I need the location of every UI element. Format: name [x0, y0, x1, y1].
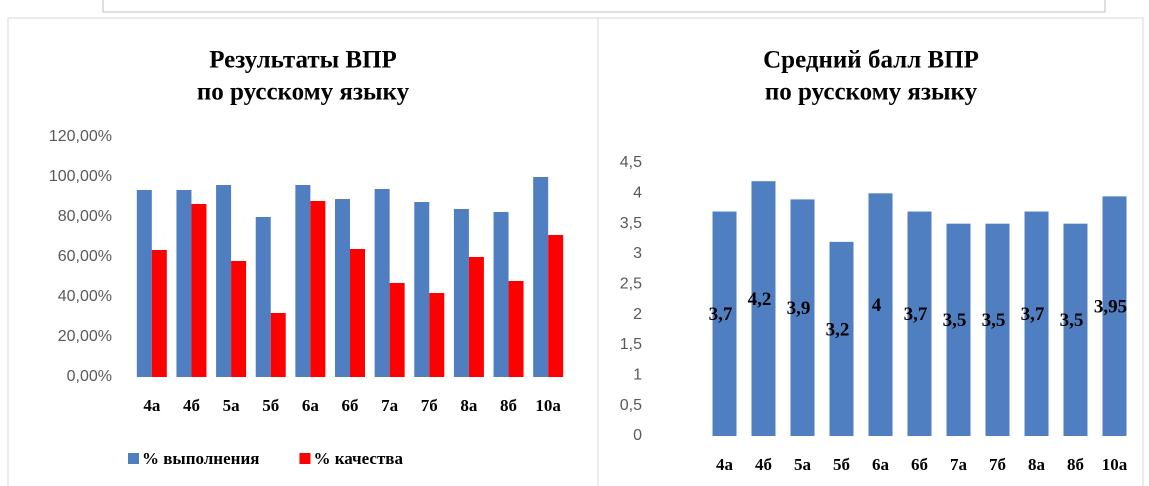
y-tick-label: 20,00% [58, 328, 112, 345]
data-label: 3,7 [1021, 304, 1045, 325]
bar [985, 223, 1010, 436]
bar [216, 185, 232, 377]
x-tick-label: 4а [716, 455, 734, 474]
bar [493, 212, 509, 377]
y-tick-label: 2,5 [620, 276, 642, 293]
x-tick-label: 7а [950, 455, 968, 474]
data-label: 3,95 [1094, 297, 1127, 318]
bar [548, 235, 564, 377]
x-tick-label: 4б [183, 396, 200, 415]
bar [468, 257, 484, 377]
y-tick-label: 3,5 [620, 215, 642, 232]
bar [453, 209, 469, 377]
chart-subtitle: по русскому языку [197, 79, 410, 106]
data-label: 3,5 [1060, 310, 1084, 331]
bar [533, 177, 549, 377]
bar [151, 250, 167, 377]
bar [191, 204, 207, 377]
bar [751, 181, 776, 436]
y-tick-label: 1 [633, 367, 642, 384]
bar [907, 211, 932, 436]
y-tick-label: 3 [633, 245, 642, 262]
y-tick-label: 0 [633, 427, 642, 444]
bar [136, 190, 152, 377]
x-tick-label: 10а [535, 396, 561, 415]
x-tick-label: 5а [223, 396, 241, 415]
y-tick-label: 80,00% [58, 208, 112, 225]
y-tick-label: 1,5 [620, 336, 642, 353]
bar [231, 261, 247, 377]
x-tick-label: 8а [1028, 455, 1046, 474]
bar [829, 241, 854, 436]
x-tick-label: 8а [460, 396, 478, 415]
right-panel [597, 17, 1144, 486]
legend-swatch [128, 453, 139, 464]
x-tick-label: 4а [143, 396, 161, 415]
x-tick-label: 6б [342, 396, 359, 415]
chart-subtitle: по русскому языку [765, 79, 978, 106]
bar [176, 190, 192, 377]
bar [508, 281, 524, 377]
x-tick-label: 6а [872, 455, 890, 474]
x-tick-label: 7б [421, 396, 438, 415]
y-tick-label: 40,00% [58, 288, 112, 305]
data-label: 4 [872, 295, 882, 316]
bar [350, 249, 365, 377]
x-tick-label: 8б [500, 396, 517, 415]
y-tick-label: 4 [633, 185, 642, 202]
x-tick-label: 5а [794, 455, 812, 474]
bar [389, 283, 405, 377]
bar [1063, 223, 1088, 436]
bar [790, 199, 815, 436]
legend-label: % качества [313, 449, 403, 468]
bar [429, 293, 445, 377]
data-label: 3,9 [787, 298, 811, 319]
y-tick-label: 120,00% [49, 128, 112, 145]
data-label: 3,5 [982, 310, 1006, 331]
bar [712, 211, 737, 436]
bar [374, 189, 390, 377]
x-tick-label: 5б [833, 455, 850, 474]
y-tick-label: 0,5 [620, 397, 642, 414]
chart-title: Средний балл ВПР [763, 47, 979, 74]
y-tick-label: 0,00% [67, 368, 112, 385]
x-tick-label: 7б [989, 455, 1006, 474]
x-tick-label: 10а [1102, 455, 1128, 474]
data-label: 3,5 [943, 310, 967, 331]
data-label: 3,7 [904, 304, 928, 325]
data-label: 3,7 [709, 304, 733, 325]
bar [1024, 211, 1049, 436]
chart-title: Результаты ВПР [209, 47, 397, 74]
x-tick-label: 4б [755, 455, 772, 474]
legend-swatch [299, 453, 311, 464]
y-tick-label: 4,5 [620, 154, 642, 171]
data-label: 3,2 [826, 319, 850, 340]
bar [255, 217, 271, 377]
x-tick-label: 8б [1067, 455, 1084, 474]
x-tick-label: 6б [911, 455, 928, 474]
y-tick-label: 60,00% [58, 248, 112, 265]
bar [414, 202, 430, 377]
bar [1102, 196, 1127, 436]
bar [946, 223, 971, 436]
y-tick-label: 2 [633, 306, 642, 323]
bar [868, 193, 893, 436]
bar [335, 199, 350, 377]
top-box [102, 0, 1106, 13]
bar [310, 201, 326, 377]
y-tick-label: 100,00% [49, 168, 112, 185]
x-tick-label: 7а [381, 396, 399, 415]
legend-label: % выполнения [142, 449, 259, 468]
bar [270, 313, 286, 377]
data-label: 4,2 [748, 289, 772, 310]
x-tick-label: 5б [262, 396, 279, 415]
bar [295, 185, 311, 377]
x-tick-label: 6а [302, 396, 320, 415]
